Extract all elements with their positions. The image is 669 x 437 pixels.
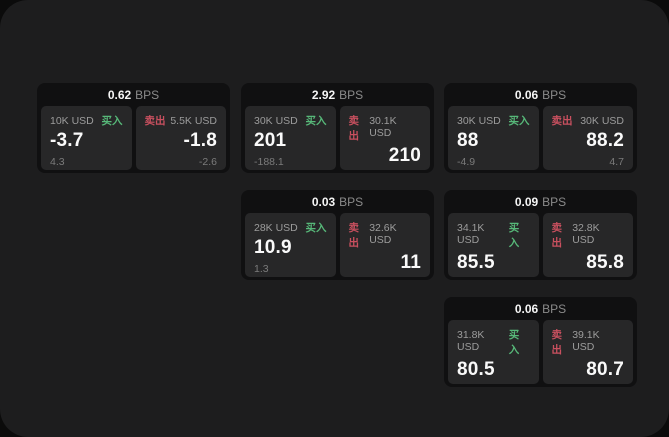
sell-side-label: 卖出 xyxy=(144,115,166,127)
buy-pane[interactable]: 30K USD 买入 88 -4.9 xyxy=(448,106,539,170)
sell-side-label: 卖出 xyxy=(551,222,563,249)
quote-card-2: 2.92 BPS 30K USD 买入 201 -188.1 卖出 30.1K … xyxy=(241,83,434,173)
bps-value: 0.62 xyxy=(107,88,132,102)
sell-sub-value: 4.7 xyxy=(609,155,624,168)
sell-price: 11 xyxy=(400,252,421,273)
sell-price: 80.7 xyxy=(586,359,624,380)
sell-pane[interactable]: 卖出 30K USD 88.2 4.7 xyxy=(542,106,633,170)
card-header: 0.09 BPS xyxy=(444,190,637,211)
buy-pane[interactable]: 10K USD 买入 -3.7 4.3 xyxy=(41,106,132,170)
buy-pane[interactable]: 34.1K USD 买入 85.5 -3.1 xyxy=(448,213,539,280)
buy-sub-value: -10.8 xyxy=(457,385,530,387)
bps-value: 2.92 xyxy=(311,88,336,102)
sell-size: 5.5K USD xyxy=(170,115,217,127)
sell-pane[interactable]: 卖出 30.1K USD 210 196.5 xyxy=(339,106,430,173)
sell-sub-value: -1.8 xyxy=(349,278,421,280)
buy-side-label: 买入 xyxy=(508,115,530,127)
sell-size: 32.8K USD xyxy=(572,222,600,246)
sell-pane[interactable]: 卖出 32.6K USD 11 -1.8 xyxy=(339,213,430,280)
bps-unit-label: BPS xyxy=(542,88,567,102)
bps-unit-label: BPS xyxy=(339,195,364,209)
buy-size: 31.8K USD xyxy=(457,329,485,353)
buy-pane[interactable]: 28K USD 买入 10.9 1.3 xyxy=(245,213,336,277)
card-header: 0.06 BPS xyxy=(444,83,637,104)
buy-sub-value: -3.1 xyxy=(457,278,530,280)
buy-sub-value: 4.3 xyxy=(50,155,65,168)
bps-value: 0.06 xyxy=(514,88,539,102)
buy-pane[interactable]: 30K USD 买入 201 -188.1 xyxy=(245,106,336,170)
quote-card-6: 0.06 BPS 31.8K USD 买入 80.5 -10.8 卖出 39.1… xyxy=(444,297,637,387)
card-header: 2.92 BPS xyxy=(241,83,434,104)
bps-unit-label: BPS xyxy=(542,195,567,209)
card-header: 0.03 BPS xyxy=(241,190,434,211)
buy-side-label: 买入 xyxy=(305,115,327,127)
buy-side-label: 买入 xyxy=(101,115,123,127)
buy-price: 80.5 xyxy=(457,359,495,380)
buy-pane[interactable]: 31.8K USD 买入 80.5 -10.8 xyxy=(448,320,539,387)
sell-sub-value: 196.5 xyxy=(349,171,421,173)
bps-unit-label: BPS xyxy=(339,88,364,102)
card-header: 0.06 BPS xyxy=(444,297,637,318)
buy-price: 85.5 xyxy=(457,252,495,273)
buy-sub-value: -188.1 xyxy=(254,155,284,168)
sell-pane[interactable]: 卖出 32.8K USD 85.8 3.0 xyxy=(542,213,633,280)
buy-side-label: 买入 xyxy=(508,329,520,356)
sell-pane[interactable]: 卖出 5.5K USD -1.8 -2.6 xyxy=(135,106,226,170)
buy-price: -3.7 xyxy=(50,130,84,151)
sell-size: 39.1K USD xyxy=(572,329,600,353)
quote-card-5: 0.09 BPS 34.1K USD 买入 85.5 -3.1 卖出 32.8K… xyxy=(444,190,637,280)
quote-card-4: 0.03 BPS 28K USD 买入 10.9 1.3 卖出 32.6K US… xyxy=(241,190,434,280)
sell-price: 88.2 xyxy=(586,130,624,151)
bps-value: 0.06 xyxy=(514,302,539,316)
quote-card-1: 0.62 BPS 10K USD 买入 -3.7 4.3 卖出 5.5K USD… xyxy=(37,83,230,173)
quote-card-3: 0.06 BPS 30K USD 买入 88 -4.9 卖出 30K USD 8… xyxy=(444,83,637,173)
buy-size: 28K USD xyxy=(254,222,298,234)
sell-pane[interactable]: 卖出 39.1K USD 80.7 10.2 xyxy=(542,320,633,387)
sell-price: 210 xyxy=(388,145,421,166)
sell-size: 30K USD xyxy=(580,115,624,127)
buy-price: 10.9 xyxy=(254,237,292,258)
sell-sub-value: 3.0 xyxy=(552,278,624,280)
buy-size: 10K USD xyxy=(50,115,94,127)
bps-unit-label: BPS xyxy=(135,88,160,102)
sell-side-label: 卖出 xyxy=(551,115,573,127)
sell-side-label: 卖出 xyxy=(551,329,563,356)
buy-sub-value: -4.9 xyxy=(457,155,476,168)
sell-size: 32.6K USD xyxy=(369,222,397,246)
sell-side-label: 卖出 xyxy=(348,115,360,142)
buy-size: 30K USD xyxy=(457,115,501,127)
sell-sub-value: 10.2 xyxy=(552,385,624,387)
sell-price: 85.8 xyxy=(586,252,624,273)
bps-value: 0.03 xyxy=(311,195,336,209)
sell-side-label: 卖出 xyxy=(348,222,360,249)
buy-side-label: 买入 xyxy=(305,222,327,234)
buy-sub-value: 1.3 xyxy=(254,262,269,275)
buy-price: 201 xyxy=(254,130,287,151)
buy-size: 34.1K USD xyxy=(457,222,485,246)
buy-price: 88 xyxy=(457,130,479,151)
bps-unit-label: BPS xyxy=(542,302,567,316)
buy-size: 30K USD xyxy=(254,115,298,127)
sell-sub-value: -2.6 xyxy=(198,155,217,168)
sell-price: -1.8 xyxy=(183,130,217,151)
bps-value: 0.09 xyxy=(514,195,539,209)
sell-size: 30.1K USD xyxy=(369,115,397,139)
buy-side-label: 买入 xyxy=(508,222,520,249)
card-header: 0.62 BPS xyxy=(37,83,230,104)
